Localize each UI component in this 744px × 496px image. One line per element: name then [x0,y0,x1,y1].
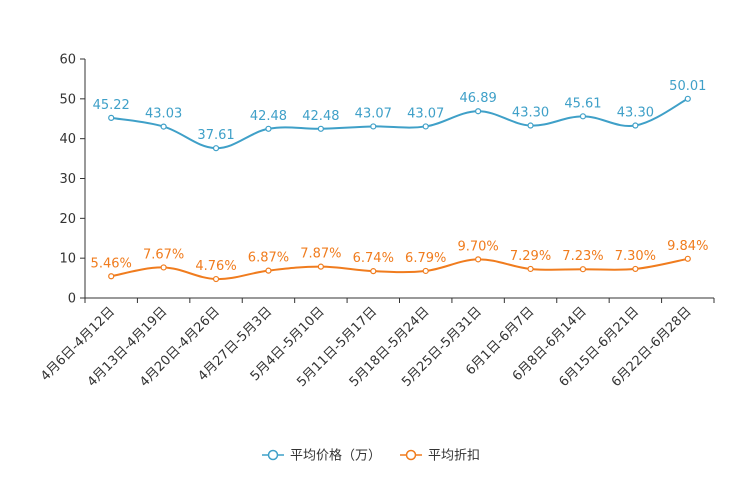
data-point [632,122,639,129]
data-label: 43.30 [512,106,549,121]
legend[interactable]: 平均价格（万） 平均折扣 [262,448,480,464]
data-point [370,123,377,130]
legend-marker-icon [267,449,279,461]
data-point [160,123,167,130]
data-label: 43.03 [145,107,182,122]
data-label: 7.29% [510,249,551,264]
data-label: 7.67% [143,247,184,262]
y-tick-label: 60 [59,53,76,68]
data-label: 6.74% [353,251,394,266]
y-tick-label: 30 [59,172,76,187]
y-tick-label: 0 [68,292,76,307]
data-label: 43.07 [407,106,444,121]
data-point [527,122,534,129]
legend-marker-icon [405,449,417,461]
data-point [212,145,220,152]
data-label: 7.87% [300,247,341,262]
data-point [108,114,115,121]
data-point [265,267,272,274]
data-point [579,266,587,273]
axes: 01020304050604月6日-4月12日4月13日-4月19日4月20日-… [38,53,715,390]
data-label: 42.48 [250,109,287,124]
y-tick-label: 10 [59,252,76,267]
data-label: 45.61 [564,96,601,111]
data-label: 43.30 [617,106,654,121]
data-label: 9.84% [667,239,708,254]
data-point [212,275,220,283]
data-label: 9.70% [457,239,498,254]
legend-label: 平均折扣 [428,449,480,464]
data-point [527,265,534,273]
data-label: 37.61 [197,128,234,143]
y-tick-label: 40 [59,132,76,147]
y-tick-label: 20 [59,212,76,227]
data-point [422,123,429,130]
y-tick-label: 50 [59,92,76,107]
legend-label: 平均价格（万） [290,448,381,464]
data-point [160,264,167,271]
data-point [632,265,639,273]
data-label: 6.79% [405,251,446,266]
data-label: 7.23% [562,249,603,264]
data-point [579,113,587,120]
data-point [475,108,482,115]
data-label: 4.76% [195,259,236,274]
data-point [108,273,115,280]
data-label: 45.22 [93,98,130,113]
data-point [265,125,272,132]
data-label: 43.07 [355,106,392,121]
series-layer: 45.22 43.03 37.61 42.48 42.48 43.07 43.07 46.89… [91,79,708,283]
data-point [684,255,691,262]
data-label: 50.01 [669,79,706,94]
data-point [475,256,482,263]
data-point [684,95,691,102]
legend-item-1[interactable]: 平均折扣 [400,449,480,464]
data-label: 42.48 [302,109,339,124]
series-line-1 [111,257,688,281]
data-label: 46.89 [460,91,497,106]
data-point [317,263,324,270]
data-label: 5.46% [91,256,132,271]
legend-item-0[interactable]: 平均价格（万） [262,448,381,464]
data-label: 7.30% [615,249,656,264]
data-label: 6.87% [248,251,289,266]
data-point [422,267,429,275]
series-line-0 [111,97,689,150]
data-point [370,268,377,275]
data-point [317,125,324,132]
